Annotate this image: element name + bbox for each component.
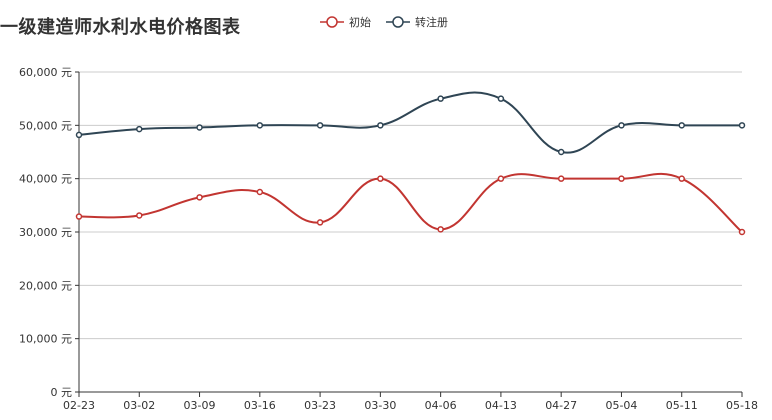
legend-label-0: 初始 (349, 15, 371, 29)
data-point-s1-8[interactable] (557, 148, 565, 156)
x-tick-label-4: 03-23 (304, 399, 336, 412)
data-point-s0-5[interactable] (377, 175, 384, 182)
y-tick-label-4: 40,000 元 (19, 173, 72, 186)
data-point-s1-10[interactable] (678, 122, 685, 129)
chart-title: 一级建造师水利水电价格图表 (0, 17, 241, 38)
data-point-s0-8[interactable] (557, 175, 565, 182)
series-line-0 (78, 172, 743, 233)
data-point-s1-3[interactable] (256, 122, 264, 129)
y-tick-label-2: 20,000 元 (19, 279, 72, 292)
x-tick-label-5: 03-30 (364, 399, 396, 412)
data-point-s0-3[interactable] (256, 188, 264, 196)
x-tick-label-3: 03-16 (244, 399, 276, 412)
x-tick-label-0: 02-23 (63, 399, 95, 412)
y-tick-label-0: 0 元 (51, 386, 73, 399)
legend[interactable]: 初始 转注册 (320, 15, 448, 29)
data-point-s0-6[interactable] (437, 226, 444, 233)
y-tick-label-5: 50,000 元 (19, 119, 72, 132)
legend-item-1[interactable]: 转注册 (386, 15, 448, 29)
data-point-s1-5[interactable] (377, 122, 384, 129)
legend-item-0[interactable]: 初始 (320, 15, 371, 29)
y-tick-label-6: 60,000 元 (19, 66, 72, 79)
data-point-s1-0[interactable] (75, 131, 83, 139)
data-point-s1-7[interactable] (497, 95, 505, 102)
legend-label-1: 转注册 (415, 15, 448, 29)
x-tick-label-7: 04-13 (485, 399, 517, 412)
axes: 0 元 10,000 元 20,000 元 30,000 元 40,000 元 50,00… (19, 66, 758, 412)
data-point-s0-2[interactable] (196, 194, 203, 201)
x-tick-label-8: 04-27 (545, 399, 577, 412)
data-point-s0-0[interactable] (75, 213, 83, 220)
data-point-s0-7[interactable] (497, 175, 505, 182)
y-tick-label-3: 30,000 元 (19, 226, 72, 239)
data-point-s0-10[interactable] (678, 175, 685, 182)
series-group (75, 91, 746, 236)
x-tick-label-1: 03-02 (123, 399, 155, 412)
data-point-s1-2[interactable] (196, 124, 203, 131)
grid-lines (79, 71, 742, 340)
x-tick-label-2: 03-09 (184, 399, 216, 412)
legend-marker-0 (326, 16, 338, 28)
data-point-s1-6[interactable] (437, 95, 444, 102)
legend-marker-1 (392, 16, 404, 28)
series-line-1 (78, 91, 742, 154)
data-point-s1-1[interactable] (136, 125, 143, 133)
data-point-s1-4[interactable] (316, 122, 324, 129)
data-point-s0-9[interactable] (618, 175, 625, 182)
data-point-s1-11[interactable] (738, 122, 746, 129)
y-tick-label-1: 10,000 元 (19, 333, 72, 346)
data-point-s1-9[interactable] (618, 122, 625, 129)
data-point-s0-4[interactable] (316, 219, 324, 226)
x-tick-label-11: 05-18 (726, 399, 758, 412)
x-tick-label-10: 05-11 (666, 399, 698, 412)
x-tick-label-9: 05-04 (605, 399, 637, 412)
data-point-s0-1[interactable] (136, 212, 143, 219)
data-point-s0-11[interactable] (738, 228, 746, 236)
x-tick-label-6: 04-06 (425, 399, 457, 412)
